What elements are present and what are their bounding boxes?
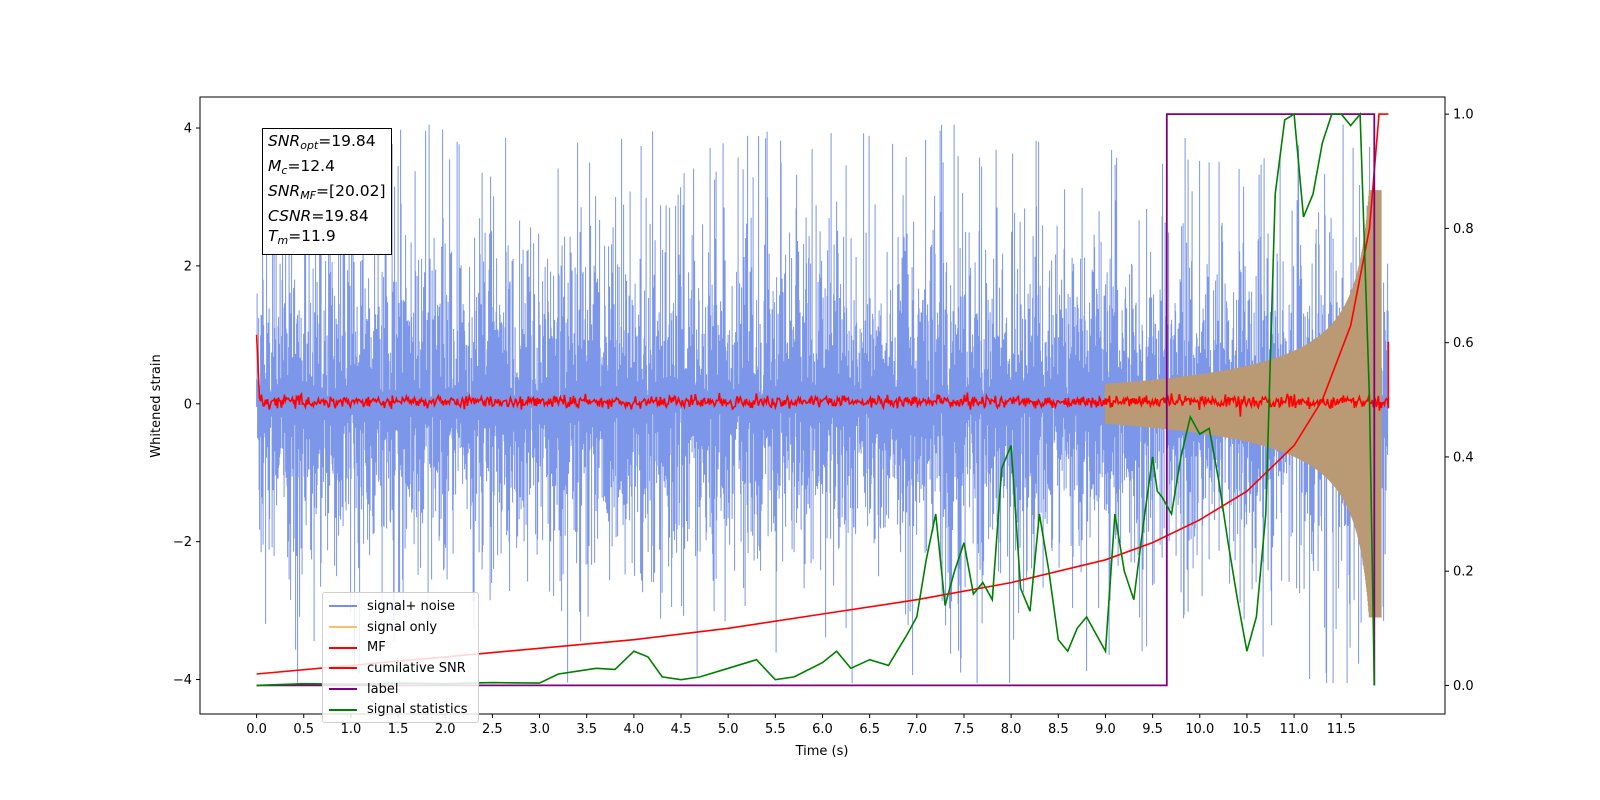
x-tick-label: 1.5 (388, 722, 409, 737)
legend-swatch (329, 688, 357, 691)
info-subscript: opt (300, 139, 319, 152)
legend-swatch (329, 708, 357, 711)
info-subscript: m (277, 234, 289, 247)
x-tick-label: 3.5 (576, 722, 597, 737)
info-subscript: MF (300, 189, 317, 202)
info-value: =19.84 (311, 207, 369, 225)
legend-swatch (329, 626, 357, 629)
x-tick-label: 4.0 (624, 722, 645, 737)
info-symbol: M (268, 157, 282, 175)
legend-swatch (329, 667, 357, 670)
info-symbol: SNR (268, 182, 301, 200)
info-box: SNRopt=19.84 Mc=12.4 SNRMF=[20.02] CSNR=19.… (262, 128, 392, 255)
y-left-tick-label: −4 (173, 673, 192, 688)
info-value: =19.84 (318, 132, 376, 150)
info-symbol: CSNR (268, 207, 312, 225)
x-tick-label: 7.5 (954, 722, 975, 737)
series-mf (255, 334, 1390, 417)
y-left-tick-label: −2 (173, 535, 192, 550)
x-tick-label: 8.5 (1048, 722, 1069, 737)
y-right-tick-label: 0.2 (1453, 565, 1474, 580)
info-line: Mc=12.4 (268, 156, 386, 181)
legend-item: label (323, 679, 478, 700)
series-cumulative-snr (256, 113, 1389, 675)
legend-item: signal only (323, 617, 478, 638)
legend-label: signal+ noise (367, 598, 456, 614)
x-tick-label: 1.0 (341, 722, 362, 737)
x-tick-label: 3.0 (529, 722, 550, 737)
x-tick-label: 5.0 (718, 722, 739, 737)
x-tick-label: 5.5 (765, 722, 786, 737)
x-tick-label: 10.5 (1232, 722, 1261, 737)
info-line: Tm=11.9 (268, 226, 386, 251)
info-line: CSNR=19.84 (268, 206, 386, 226)
x-tick-label: 9.0 (1095, 722, 1116, 737)
y-right-tick-label: 0.8 (1453, 222, 1474, 237)
series-label (256, 113, 1376, 687)
y-right-tick-label: 0.0 (1453, 679, 1474, 694)
info-line: SNRMF=[20.02] (268, 181, 386, 206)
x-tick-label: 9.5 (1142, 722, 1163, 737)
legend-label: MF (367, 640, 386, 656)
x-tick-label: 11.5 (1327, 722, 1356, 737)
legend-label: cumilative SNR (367, 660, 466, 676)
legend-item: cumilative SNR (323, 658, 478, 679)
y-right-tick-label: 0.6 (1453, 336, 1474, 351)
y-left-tick-label: 2 (184, 259, 192, 274)
x-tick-label: 6.5 (859, 722, 880, 737)
x-tick-label: 2.5 (482, 722, 503, 737)
y-axis-label: Whitened strain (149, 354, 164, 457)
info-symbol: T (268, 227, 278, 245)
info-value: =11.9 (288, 227, 336, 245)
x-tick-label: 0.5 (293, 722, 314, 737)
info-subscript: c (281, 164, 288, 177)
legend-item: MF (323, 637, 478, 658)
series-signal-statistics (256, 111, 1376, 687)
x-tick-label: 10.0 (1185, 722, 1214, 737)
info-line: SNRopt=19.84 (268, 131, 386, 156)
x-tick-label: 4.5 (671, 722, 692, 737)
x-tick-label: 7.0 (906, 722, 927, 737)
legend-swatch (329, 605, 357, 608)
legend: signal+ noise signal only MF cumilative SNR… (322, 592, 479, 724)
y-left-tick-label: 4 (184, 122, 192, 137)
y-right-tick-label: 1.0 (1453, 108, 1474, 123)
legend-item: signal+ noise (323, 596, 478, 617)
x-tick-label: 11.0 (1280, 722, 1309, 737)
info-value: =[20.02] (316, 182, 386, 200)
x-tick-label: 0.0 (246, 722, 267, 737)
x-tick-label: 8.0 (1001, 722, 1022, 737)
legend-label: signal statistics (367, 702, 468, 718)
info-symbol: SNR (268, 132, 301, 150)
y-right-tick-label: 0.4 (1453, 450, 1474, 465)
info-value: =12.4 (287, 157, 335, 175)
x-axis-label: Time (s) (795, 744, 849, 759)
y-left-tick-label: 0 (184, 397, 192, 412)
legend-item: signal statistics (323, 699, 478, 720)
x-tick-label: 6.0 (812, 722, 833, 737)
legend-swatch (329, 646, 357, 649)
x-tick-label: 2.0 (435, 722, 456, 737)
legend-label: label (367, 681, 399, 697)
legend-label: signal only (367, 619, 438, 635)
